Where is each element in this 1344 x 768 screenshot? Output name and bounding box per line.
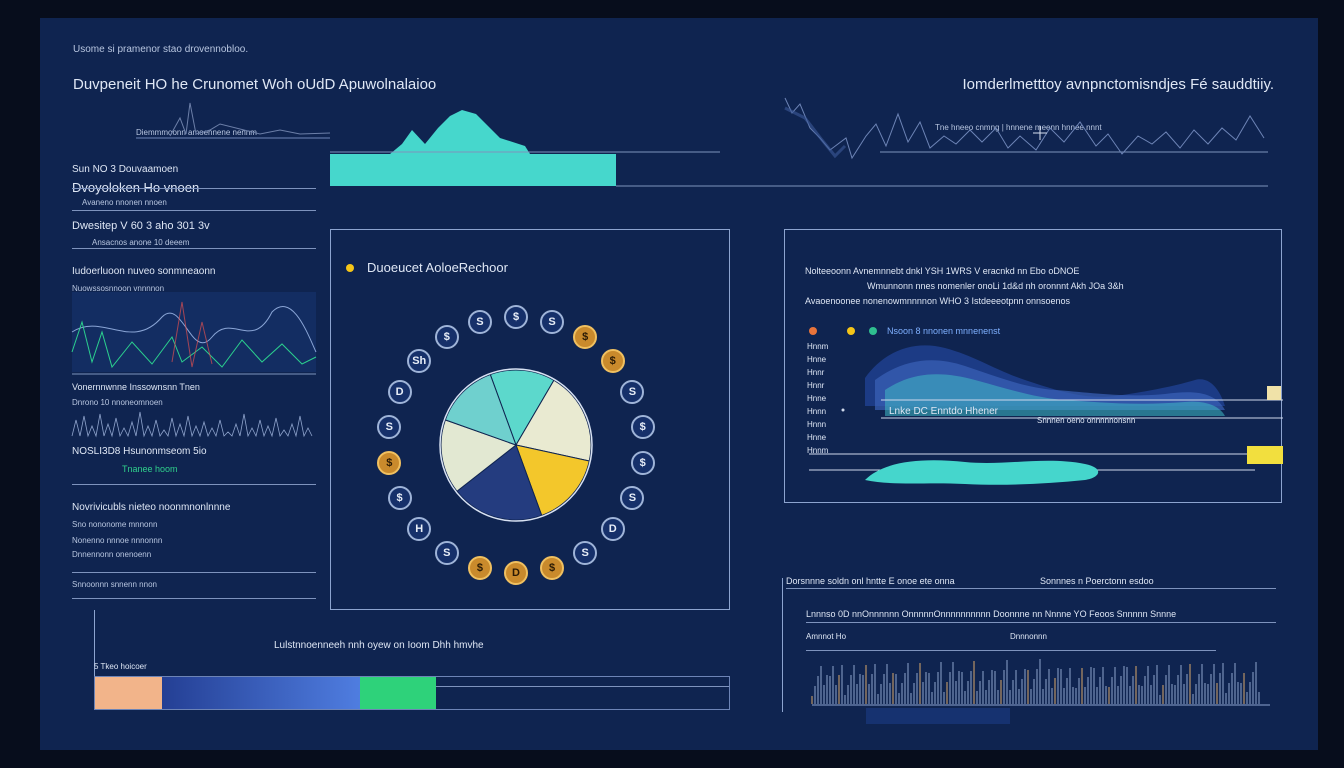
- bottom-right-row-2-left: Amnnot Ho: [806, 632, 847, 641]
- pie-panel: Duoeucet AoloeRechoor $ S $ $ S $ $ S D S $ D $ S H $ $ S…: [330, 229, 730, 610]
- y-tick-label: Hnne: [807, 355, 827, 364]
- panel-line-1: Nolteeoonn Avnemnnebt dnkl YSH 1WRS V er…: [805, 266, 1080, 276]
- y-tick-label: Hnnm: [807, 342, 829, 351]
- coin-icon: S: [620, 379, 645, 404]
- coin-icon: $: [434, 325, 459, 350]
- y-tick-label: Hnnn: [807, 407, 827, 416]
- progress-track: [94, 676, 730, 710]
- coin-icon: $: [467, 555, 492, 580]
- pie-legend-label: Duoeucet AoloeRechoor: [367, 260, 508, 275]
- sidebar-item-10[interactable]: Tnanee hoom: [122, 464, 178, 474]
- coin-icon: $: [504, 305, 528, 329]
- progress-segment-1: [95, 677, 162, 709]
- y-tick-label: Hnnr: [807, 368, 825, 377]
- sidebar-item-3[interactable]: Dwesitep V 60 3 aho 301 3v: [72, 220, 210, 232]
- mini-label-right: Tne hneeo cnmng | hnnene meenn hnnee nnn…: [935, 123, 1102, 132]
- legend-dot-green: [869, 327, 877, 335]
- coin-icon: $: [387, 486, 412, 511]
- pie-slice: [444, 373, 517, 446]
- coin-icon: $: [573, 325, 598, 350]
- sidebar-item-15[interactable]: Snnoonnn snnenn nnon: [72, 580, 157, 589]
- coin-ring: $ S $ $ S $ $ S D S $ D $ S H $ $ S D Sh $ S: [331, 230, 731, 611]
- legend-dot-orange: [809, 327, 817, 335]
- bottom-bar-chart: [811, 659, 1270, 706]
- coin-icon: S: [620, 486, 645, 511]
- progress-segment-2: [162, 677, 360, 709]
- coin-icon: H: [407, 516, 432, 541]
- y-tick-label: Hnnr: [807, 381, 825, 390]
- pie-slice: [456, 444, 543, 521]
- page-title: Duvpeneit HO he Crunomet Woh oUdD Apuwol…: [73, 76, 437, 93]
- y-tick-label: Hnnm: [807, 446, 829, 455]
- pie-chart: [439, 368, 593, 522]
- top-wave-chart: [136, 97, 1268, 187]
- coin-icon: S: [377, 414, 402, 439]
- coin-icon: Sh: [407, 349, 432, 374]
- bar-chart-footer: [866, 708, 1010, 724]
- coin-icon: $: [540, 555, 565, 580]
- y-tick-label: Hnne: [807, 433, 827, 442]
- dashboard-screen: Usome si pramenor stao drovennobloo. Duv…: [40, 18, 1318, 750]
- coin-icon: D: [504, 561, 528, 585]
- progress-segment-3: [360, 677, 436, 709]
- bottom-right-header-right: Sonnnes n Poerctonn esdoo: [1040, 576, 1154, 586]
- pie-outline: [439, 368, 593, 522]
- sidebar-item-9[interactable]: NOSLI3D8 Hsunonmseom 5io: [72, 446, 207, 457]
- pie-slice: [440, 419, 518, 492]
- pie-slice: [489, 369, 555, 447]
- coin-icon: S: [467, 310, 492, 335]
- coin-icon: $: [377, 451, 402, 476]
- sidebar-item-12[interactable]: Sno nononome mnnonn: [72, 520, 158, 529]
- pie-slice: [515, 379, 592, 462]
- sidebar-item-6[interactable]: Nuowssosnnoon vnnnnon: [72, 284, 165, 293]
- sidebar-item-13[interactable]: Nonenno nnnoe nnnonnn: [72, 536, 163, 545]
- bottom-right-header-left: Dorsnnne soldn onl hntte E onoe ete onna: [786, 576, 955, 586]
- sidebar-item-5[interactable]: Iudoerluoon nuveo sonmneaonn: [72, 266, 216, 277]
- sidebar-item-8[interactable]: Dnrono 10 nnoneomnoen: [72, 398, 163, 407]
- y-tick-label: Hnnn: [807, 420, 827, 429]
- coin-icon: $: [630, 414, 655, 439]
- coin-icon: $: [630, 451, 655, 476]
- sidebar-bar-chart: [71, 411, 313, 438]
- coin-icon: S: [434, 540, 459, 565]
- page-title-right: Iomderlmetttoy avnpnctomisndjes Fé saudd…: [962, 76, 1274, 93]
- sidebar-item-1[interactable]: Dvoyoloken Ho vnoen: [72, 180, 200, 195]
- coin-icon: $: [600, 349, 625, 374]
- header-caption: Usome si pramenor stao drovennobloo.: [73, 44, 249, 55]
- top-highlight-bar: [330, 154, 616, 186]
- y-tick-label: Hnne: [807, 394, 827, 403]
- bottom-left-title: Lulstnnoenneeh nnh oyew on Ioom Dhh hmvh…: [274, 640, 484, 651]
- coin-icon: S: [573, 540, 598, 565]
- sidebar-item-7[interactable]: Vonernnwnne Inssownsnn Tnen: [72, 382, 200, 392]
- sidebar-item-2[interactable]: Avaneno nnonen nnoen: [82, 198, 167, 207]
- bottom-right-row-2-right: Dnnnonnn: [1010, 632, 1047, 641]
- sidebar-item-4[interactable]: Ansacnos anone 10 deeem: [92, 238, 190, 247]
- area-chart-sublabel: Snnnen oeno onnnnnonsnn: [1037, 416, 1136, 425]
- pie-slice: [515, 444, 590, 517]
- bottom-right-row-1: Lnnnso 0D nnOnnnnnn OnnnnnOnnnnnnnnnn Do…: [806, 609, 1177, 619]
- legend-dot-yellow: [847, 327, 855, 335]
- bottom-left-label: 5 Tkeo hoicoer: [94, 662, 147, 671]
- coin-icon: D: [387, 379, 412, 404]
- legend-dot: [346, 264, 354, 272]
- sidebar-item-11[interactable]: Novrivicubls nieteo noonmnonlnnne: [72, 502, 231, 513]
- sidebar-wave-chart: [71, 292, 317, 375]
- panel-legend-label: Nsoon 8 nnonen mnnenenst: [887, 326, 1001, 336]
- sidebar-item-0[interactable]: Sun NO 3 Douvaamoen: [72, 164, 179, 175]
- area-chart-label: Lnke DC Enntdo Hhener: [889, 406, 998, 417]
- mini-label-left: Diemmmoonn amoennene nennm: [136, 128, 257, 137]
- area-chart: [809, 345, 1283, 485]
- sidebar-item-14[interactable]: Dnnennonn onenoenn: [72, 550, 152, 559]
- analytics-panel: Nolteeoonn Avnemnnebt dnkl YSH 1WRS V er…: [784, 229, 1283, 503]
- coin-icon: D: [600, 516, 625, 541]
- coin-icon: S: [540, 310, 565, 335]
- panel-line-2: Wmunnonn nnes nomenler onoLi 1d&d nh oro…: [867, 281, 1124, 291]
- sidebar: Sun NO 3 Douvaamoen Dvoyoloken Ho vnoen …: [71, 164, 317, 600]
- panel-line-3: Avaoenoonee nonenowmnnnnon WHO 3 Istdeee…: [805, 296, 1071, 306]
